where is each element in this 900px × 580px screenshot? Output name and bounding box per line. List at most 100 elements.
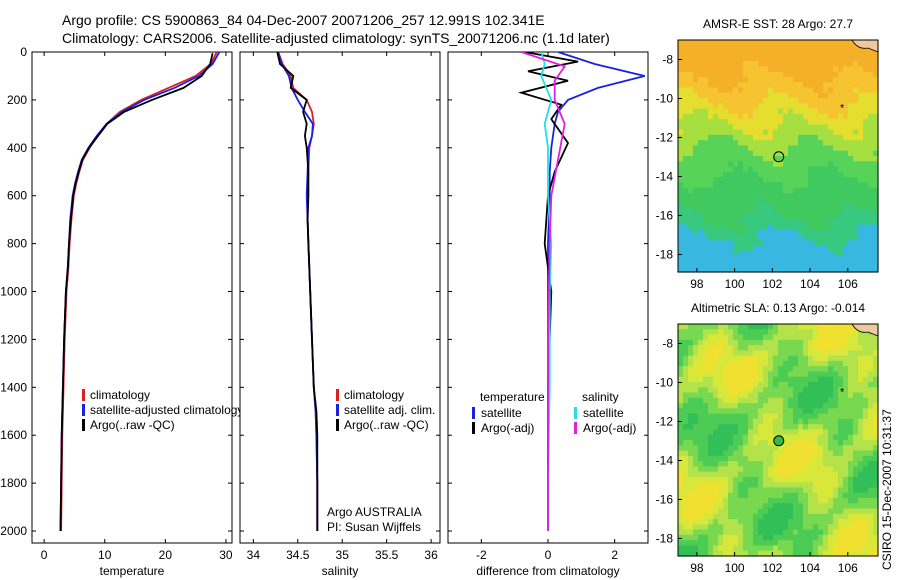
sst-map-cell <box>858 145 864 152</box>
sst-map-cell <box>773 171 779 178</box>
sst-map-cell <box>768 156 774 162</box>
sla-map-cell <box>693 334 699 341</box>
sla-map-cell <box>683 471 689 478</box>
sla-map-cell <box>738 360 744 367</box>
sst-map-cell <box>773 161 779 168</box>
sla-map-cell <box>728 440 734 446</box>
sst-map-cell <box>868 187 874 194</box>
sst-map-cell <box>753 187 759 194</box>
sla-map-cell <box>748 324 754 330</box>
sst-map-cell <box>688 177 694 183</box>
sst-map-cell <box>808 108 814 115</box>
sst-map-cell <box>708 156 714 162</box>
sla-map-cell <box>838 345 844 351</box>
sst-map-cell <box>788 250 794 257</box>
sla-map-cell <box>833 461 839 467</box>
sla-map-cell <box>868 350 874 357</box>
sst-map-cell <box>863 156 869 162</box>
sla-map-cell <box>748 418 754 425</box>
sst-map-cell <box>713 156 719 162</box>
sla-map-cell <box>863 440 869 446</box>
sla-map-cell <box>798 334 804 341</box>
sla-map-cell <box>723 413 729 420</box>
sla-map-cell <box>753 366 759 373</box>
sla-map-cell <box>718 471 724 478</box>
sst-map-cell <box>723 214 729 220</box>
difference-legend-swatch <box>574 422 577 434</box>
sst-map-cell <box>678 245 684 252</box>
sla-map-cell <box>708 540 714 547</box>
sst-map-cell <box>818 198 824 205</box>
sla-map-cell <box>818 397 824 404</box>
sst-map-cell <box>768 235 774 241</box>
sst-map-cell <box>723 113 729 120</box>
sst-map-cell <box>748 82 754 89</box>
sst-map-cell <box>808 145 814 152</box>
sst-map-cell <box>753 150 759 157</box>
sla-map-cell <box>733 492 739 499</box>
sst-map-cell <box>748 250 754 257</box>
sla-map-lat-tick-label: -8 <box>662 336 673 350</box>
sla-map-cell <box>728 397 734 404</box>
sla-map-cell <box>813 503 819 510</box>
sla-map-cell <box>778 418 784 425</box>
sla-map-cell <box>863 355 869 362</box>
sla-map-cell <box>753 334 759 341</box>
sla-map-cell <box>738 545 744 552</box>
sst-map-cell <box>773 214 779 220</box>
sla-map-cell <box>683 429 689 436</box>
sla-map-cell <box>718 334 724 341</box>
sla-map-cell <box>703 545 709 552</box>
sst-map-cell <box>703 245 709 252</box>
sst-map-cell <box>753 87 759 94</box>
sst-map-cell <box>793 108 799 115</box>
sst-map-cell <box>868 266 874 273</box>
sla-map-cell <box>783 529 789 536</box>
sla-map-cell <box>853 345 859 351</box>
sst-map-cell <box>818 208 824 215</box>
sla-map-cell <box>703 382 709 388</box>
sst-map-cell <box>723 266 729 273</box>
sla-map-cell <box>838 334 844 341</box>
sla-map-cell <box>818 508 824 515</box>
sla-map-cell <box>858 529 864 536</box>
sla-map-cell <box>868 450 874 457</box>
sla-map-cell <box>693 534 699 541</box>
sla-map-cell <box>788 519 794 525</box>
sst-map-cell <box>688 192 694 199</box>
sla-map-cell <box>818 534 824 541</box>
sla-map-cell <box>688 540 694 547</box>
sst-map-cell <box>733 208 739 215</box>
sla-map-cell <box>723 429 729 436</box>
sst-map-cell <box>863 108 869 115</box>
sst-map-cell <box>753 140 759 147</box>
sla-map-cell <box>713 392 719 399</box>
sst-map-cell <box>738 266 744 273</box>
sla-map-cell <box>823 534 829 541</box>
sla-map-cell <box>758 324 764 330</box>
sla-map-cell <box>738 503 744 510</box>
sla-map-cell <box>798 503 804 510</box>
sst-map-cell <box>828 103 834 110</box>
sla-map-cell <box>678 524 684 531</box>
sla-map-cell <box>758 445 764 452</box>
sst-map-cell <box>708 140 714 147</box>
sla-map-cell <box>773 492 779 499</box>
sst-map-cell <box>828 61 834 67</box>
sst-map-cell <box>853 76 859 83</box>
sst-map-cell <box>693 156 699 162</box>
sla-map-cell <box>828 471 834 478</box>
sst-map-cell <box>813 71 819 78</box>
sst-map-cell <box>848 219 854 226</box>
sst-map-cell <box>698 192 704 199</box>
sst-map-cell <box>723 235 729 241</box>
sst-map-cell <box>763 98 769 104</box>
sst-map-cell <box>823 192 829 199</box>
sst-map-cell <box>798 187 804 194</box>
sla-map-cell <box>753 324 759 330</box>
sla-map-cell <box>748 529 754 536</box>
sst-map-cell <box>728 256 734 263</box>
sla-map-cell <box>858 519 864 525</box>
sst-map-cell <box>838 55 844 62</box>
sst-map-cell <box>703 113 709 120</box>
